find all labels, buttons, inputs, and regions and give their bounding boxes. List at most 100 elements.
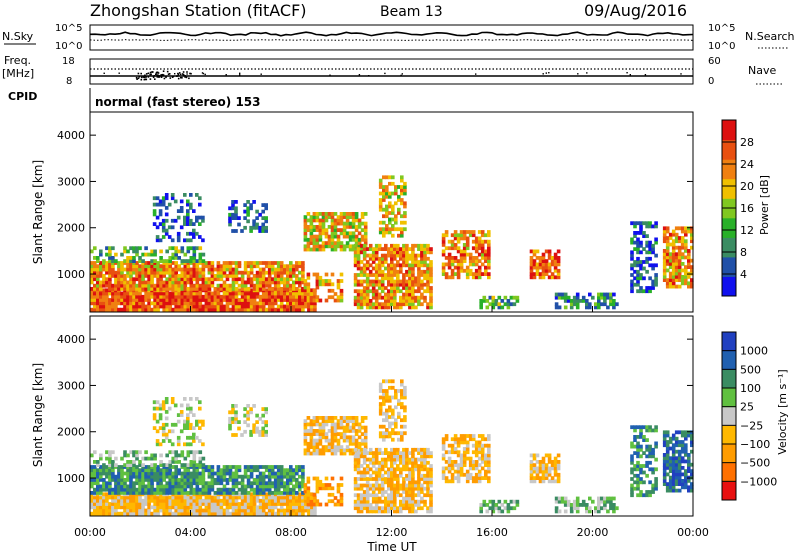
velocity-cell xyxy=(484,469,488,474)
power-cell xyxy=(600,302,604,307)
velocity-cell xyxy=(378,389,383,393)
power-cell xyxy=(665,262,670,266)
freq-dot xyxy=(165,76,167,79)
power-cell xyxy=(315,218,320,223)
power-cell xyxy=(240,283,245,288)
power-cell xyxy=(258,261,263,265)
velocity-cell xyxy=(474,460,479,464)
velocity-cell xyxy=(258,465,263,469)
power-cell xyxy=(298,261,302,265)
velocity-cell xyxy=(99,495,103,500)
velocity-cell xyxy=(189,508,194,513)
power-cell xyxy=(377,305,382,310)
power-cell xyxy=(550,262,555,267)
power-cell xyxy=(192,274,197,278)
power-cell xyxy=(581,295,586,300)
velocity-cell xyxy=(403,418,407,423)
power-cell xyxy=(120,252,124,257)
power-cell xyxy=(192,259,197,263)
power-cell xyxy=(147,294,151,299)
velocity-cell xyxy=(123,511,127,516)
velocity-cell xyxy=(423,460,427,465)
velocity-cell xyxy=(135,495,139,500)
power-cell xyxy=(354,241,359,245)
power-cell xyxy=(164,218,169,223)
power-cell xyxy=(99,274,103,278)
velocity-cell xyxy=(363,435,368,440)
velocity-cell xyxy=(222,502,227,506)
velocity-cell xyxy=(168,508,172,513)
velocity-cell xyxy=(132,474,136,479)
power-cell xyxy=(345,218,350,223)
power-cell xyxy=(385,194,389,199)
power-cell xyxy=(585,305,589,310)
power-cell xyxy=(345,215,350,219)
velocity-cell xyxy=(183,491,188,495)
velocity-cell xyxy=(135,465,139,469)
velocity-cell xyxy=(150,453,154,458)
power-cell xyxy=(488,302,493,307)
power-cell xyxy=(120,301,124,306)
power-cell xyxy=(687,229,691,234)
velocity-cell xyxy=(468,434,473,438)
velocity-cell xyxy=(384,460,388,465)
power-cell xyxy=(606,292,610,297)
power-cell xyxy=(255,222,259,227)
velocity-cell xyxy=(261,511,266,516)
velocity-cell xyxy=(117,495,121,500)
velocity-cell xyxy=(240,487,245,492)
power-cell xyxy=(249,277,254,282)
velocity-cell xyxy=(240,505,245,510)
velocity-cell xyxy=(465,472,470,477)
velocity-cell xyxy=(327,445,332,449)
power-cell xyxy=(165,287,169,291)
power-cell xyxy=(371,305,376,310)
velocity-cell xyxy=(147,511,151,516)
power-cell xyxy=(105,283,109,288)
velocity-cell xyxy=(333,502,338,507)
power-cell xyxy=(468,252,473,257)
velocity-cell xyxy=(420,483,424,488)
power-cell xyxy=(228,294,233,299)
velocity-cell xyxy=(289,495,293,500)
power-cell xyxy=(374,295,379,300)
power-cell xyxy=(538,259,543,263)
velocity-cell xyxy=(411,473,415,478)
velocity-cell xyxy=(267,465,272,469)
velocity-cell xyxy=(484,437,488,442)
velocity-cell xyxy=(243,429,247,434)
power-cell xyxy=(371,247,376,251)
power-cell xyxy=(123,301,127,306)
power-cell xyxy=(351,237,356,242)
velocity-cell xyxy=(396,486,400,491)
power-cell xyxy=(216,287,221,291)
velocity-cell xyxy=(228,423,232,428)
velocity-cell xyxy=(456,443,461,448)
velocity-cell xyxy=(339,476,344,481)
velocity-cell xyxy=(192,487,197,492)
velocity-cell xyxy=(156,474,160,479)
velocity-cell xyxy=(108,491,112,495)
power-cell xyxy=(150,249,154,254)
velocity-cell xyxy=(252,426,256,431)
power-cell xyxy=(354,225,359,229)
power-cell xyxy=(255,291,260,296)
power-cell xyxy=(339,215,344,219)
power-cell xyxy=(298,280,302,285)
power-cell xyxy=(405,292,409,297)
power-cell xyxy=(144,267,148,272)
velocity-cell xyxy=(198,426,202,430)
velocity-cell xyxy=(387,509,391,514)
power-cell xyxy=(396,260,400,264)
velocity-cell xyxy=(480,466,485,471)
power-cell xyxy=(228,212,232,217)
velocity-cell xyxy=(111,491,115,495)
power-cell xyxy=(156,264,160,269)
power-colorbar-tick-label: 4 xyxy=(740,268,747,281)
velocity-cell xyxy=(429,473,433,478)
velocity-cell xyxy=(174,505,178,510)
velocity-cell xyxy=(108,460,112,464)
power-cell xyxy=(405,286,409,290)
power-cell xyxy=(237,222,241,227)
velocity-cell xyxy=(147,456,151,461)
